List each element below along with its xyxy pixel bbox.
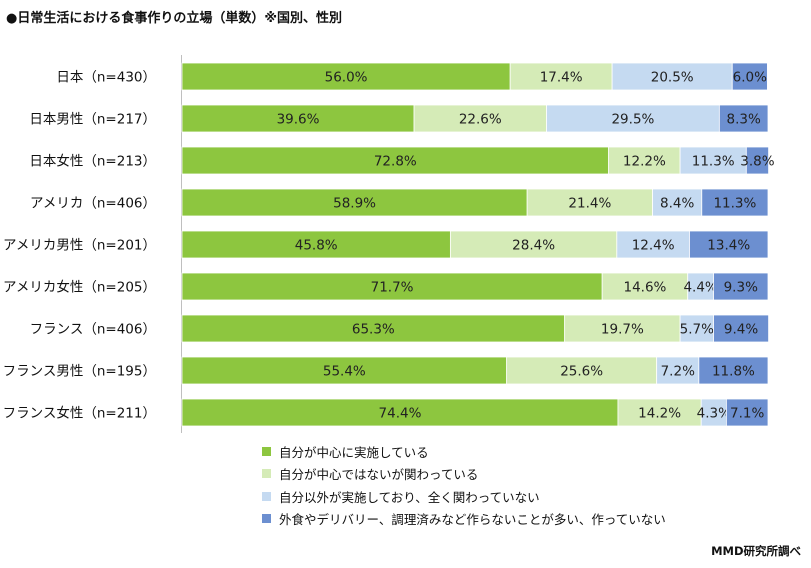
data-label: 14.2%: [638, 406, 681, 422]
bar-segment: [617, 398, 702, 427]
legend-swatch: [262, 446, 271, 456]
bar-segment: [413, 104, 547, 133]
data-label: 45.8%: [295, 238, 338, 254]
legend-item: 自分が中心ではないが関わっている: [262, 463, 666, 486]
bar-segment: [181, 314, 566, 343]
bar-segment: [449, 230, 618, 259]
category-label: フランス男性（n=195）: [3, 364, 156, 380]
category-label: 日本男性（n=217）: [29, 112, 156, 128]
legend-label: 自分以外が実施しており、全く関わっていない: [279, 489, 540, 505]
data-label: 9.3%: [724, 280, 758, 296]
chart-legend: 自分が中心に実施している 自分が中心ではないが関わっている 自分以外が実施してお…: [262, 440, 666, 530]
data-label: 4.4%: [683, 280, 717, 296]
data-label: 72.8%: [374, 154, 417, 170]
bar-segment: [698, 356, 769, 385]
data-label: 8.3%: [727, 112, 761, 128]
data-label: 56.0%: [325, 70, 368, 86]
data-label: 9.4%: [724, 322, 758, 338]
bar-segment: [689, 230, 769, 259]
bar-segment: [725, 398, 769, 427]
bar-segment: [611, 62, 733, 91]
data-label: 14.6%: [623, 280, 666, 296]
bar-segment: [616, 230, 690, 259]
data-label: 11.8%: [712, 364, 755, 380]
category-label: アメリカ男性（n=201）: [3, 238, 156, 254]
data-label: 29.5%: [611, 112, 654, 128]
legend-swatch: [262, 514, 271, 524]
data-label: 20.5%: [651, 70, 694, 86]
category-label: 日本女性（n=213）: [29, 153, 156, 170]
bar-segment: [701, 188, 769, 217]
data-label: 7.1%: [730, 406, 764, 422]
legend-item: 外食やデリバリー、調理済みなど作らないことが多い、作っていない: [262, 508, 666, 531]
data-label: 25.6%: [560, 364, 603, 380]
legend-label: 自分が中心ではないが関わっている: [279, 467, 479, 483]
bar-segment: [731, 62, 768, 91]
source-note: MMD研究所調べ: [711, 544, 801, 558]
bar-segment: [713, 272, 769, 301]
data-label: 21.4%: [568, 196, 611, 212]
bar-segment: [506, 356, 658, 385]
category-label: アメリカ女性（n=205）: [3, 279, 156, 296]
bar-segment: [181, 398, 619, 427]
bar-segment: [713, 314, 769, 343]
data-label: 74.4%: [379, 406, 422, 422]
data-label: 7.2%: [661, 364, 695, 380]
legend-swatch: [262, 491, 271, 501]
data-label: 11.3%: [692, 154, 735, 170]
bar-segment: [181, 272, 603, 301]
data-label: 39.6%: [277, 112, 320, 128]
category-label: アメリカ（n=406）: [30, 196, 156, 212]
legend-item: 自分以外が実施しており、全く関わっていない: [262, 485, 666, 508]
data-label: 8.4%: [660, 196, 694, 212]
legend-label: 自分が中心に実施している: [279, 444, 429, 460]
bar-segment: [526, 188, 653, 217]
bar-segment: [546, 104, 720, 133]
bar-segment: [745, 146, 769, 175]
category-label: フランス（n=406）: [30, 322, 156, 338]
category-label: 日本（n=430）: [56, 70, 156, 86]
bar-segment: [718, 104, 769, 133]
chart-title: ●日常生活における食事作りの立場（単数）※国別、性別: [6, 11, 342, 26]
data-label: 17.4%: [540, 70, 583, 86]
data-label: 65.3%: [352, 322, 395, 338]
bar-segment: [608, 146, 681, 175]
legend-swatch: [262, 469, 271, 479]
legend-item: 自分が中心に実施している: [262, 440, 666, 463]
category-label: フランス女性（n=211）: [3, 405, 156, 422]
legend-label: 外食やデリバリー、調理済みなど作らないことが多い、作っていない: [279, 512, 666, 528]
data-label: 5.7%: [680, 322, 714, 338]
bar-segment: [687, 272, 714, 301]
data-label: 11.3%: [713, 196, 756, 212]
bar-segment: [679, 314, 714, 343]
data-label: 71.7%: [371, 280, 414, 296]
bar-segment: [181, 230, 451, 259]
data-label: 58.9%: [333, 196, 376, 212]
data-label: 13.4%: [707, 238, 750, 254]
data-label: 12.4%: [632, 238, 675, 254]
data-label: 28.4%: [512, 238, 555, 254]
bar-segment: [679, 146, 747, 175]
data-label: 6.0%: [733, 70, 767, 86]
bar-segment: [564, 314, 681, 343]
bar-segment: [181, 146, 610, 175]
data-label: 19.7%: [601, 322, 644, 338]
bar-segment: [181, 62, 511, 91]
bar-segment: [181, 356, 508, 385]
data-label: 3.8%: [740, 154, 774, 170]
data-label: 22.6%: [459, 112, 502, 128]
bar-segment: [700, 398, 727, 427]
data-label: 4.3%: [697, 406, 731, 422]
data-label: 12.2%: [623, 154, 666, 170]
data-label: 55.4%: [323, 364, 366, 380]
bar-segment: [656, 356, 700, 385]
